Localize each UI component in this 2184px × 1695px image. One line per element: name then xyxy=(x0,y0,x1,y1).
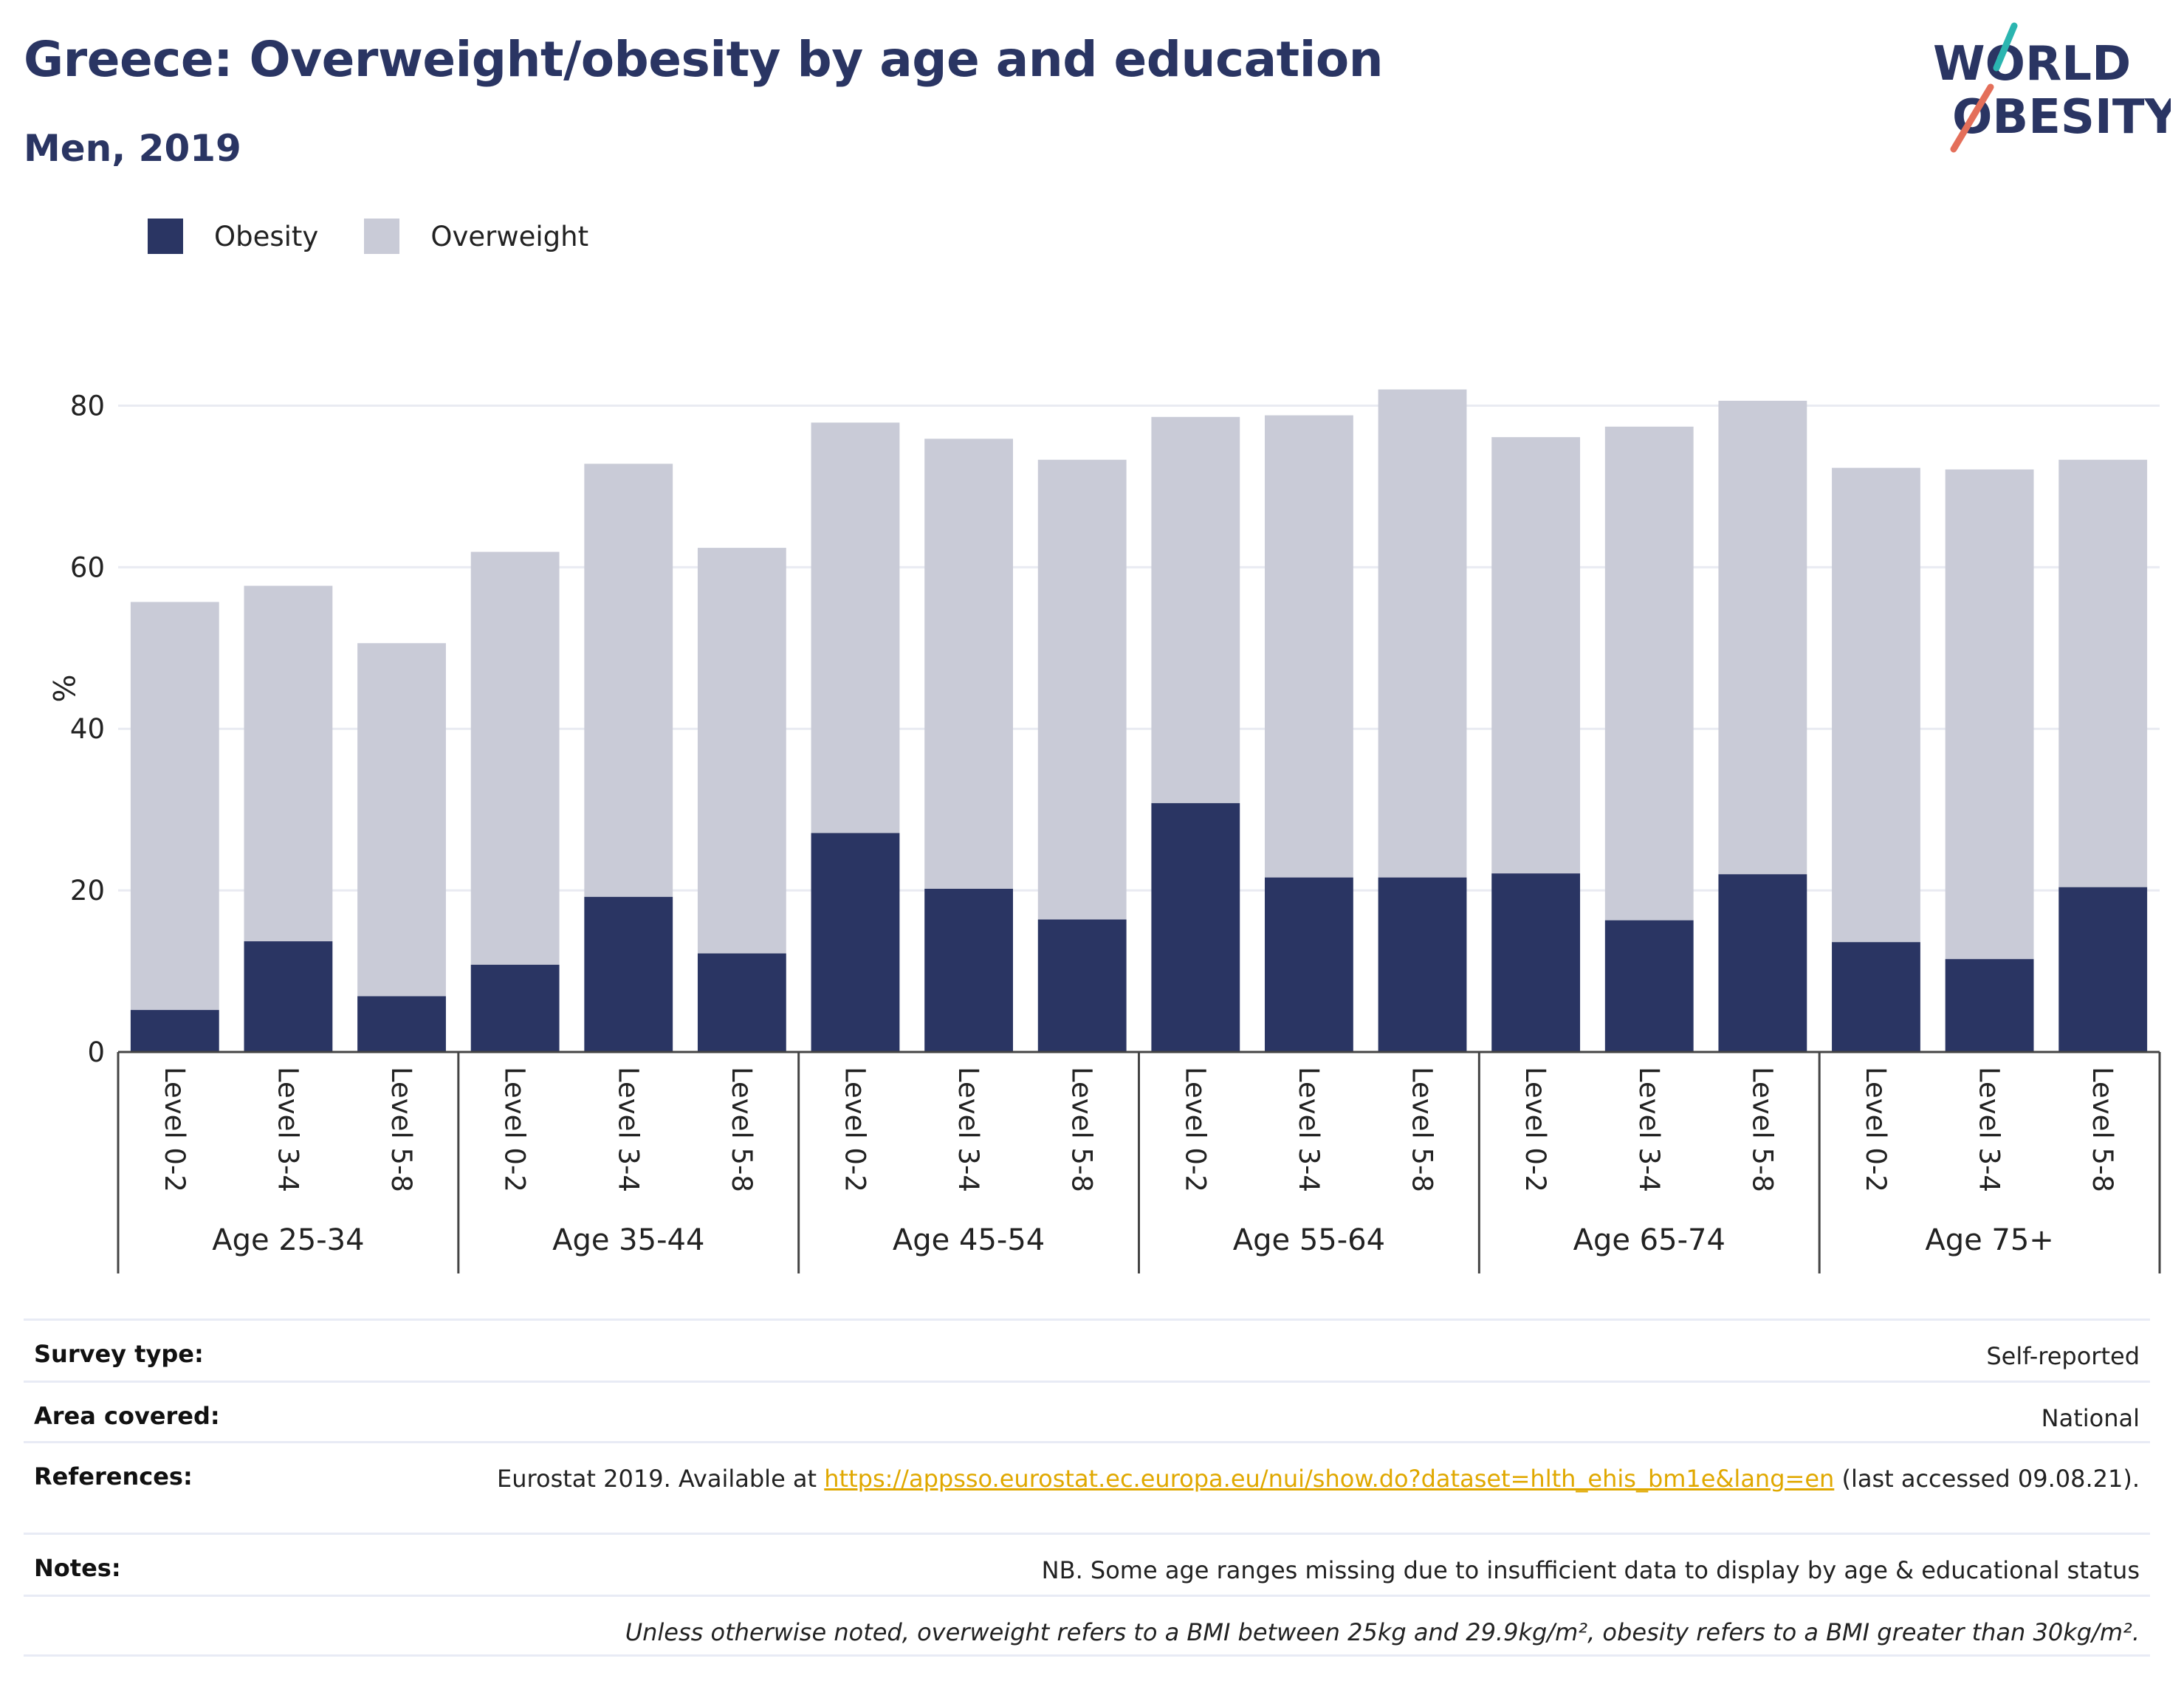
references-label: References: xyxy=(34,1462,193,1491)
bar-overweight xyxy=(470,551,560,965)
bar-obesity xyxy=(244,941,333,1052)
bar-obesity xyxy=(1037,919,1127,1052)
x-tick-label: Level 3-4 xyxy=(272,1067,303,1192)
y-tick-label: 40 xyxy=(70,713,105,745)
bar-overweight xyxy=(1037,459,1127,920)
bar-obesity xyxy=(1945,959,2034,1052)
y-tick-label: 20 xyxy=(70,875,105,907)
meta-row-notes: Notes: NB. Some age ranges missing due t… xyxy=(24,1533,2150,1595)
references-text: Eurostat 2019. Available at xyxy=(497,1465,825,1493)
survey-type-label: Survey type: xyxy=(34,1340,204,1368)
footnote: Unless otherwise noted, overweight refer… xyxy=(625,1618,2140,1646)
y-tick-label: 80 xyxy=(70,390,105,422)
legend: Obesity Overweight xyxy=(148,219,634,254)
x-tick-label: Level 5-8 xyxy=(1066,1067,1098,1192)
meta-row-area: Area covered: National xyxy=(24,1381,2150,1441)
x-tick-label: Level 5-8 xyxy=(1746,1067,1778,1192)
x-tick-label: Level 5-8 xyxy=(726,1067,758,1192)
bar-overweight xyxy=(1945,469,2034,960)
bar-overweight xyxy=(357,643,446,997)
area-label: Area covered: xyxy=(34,1402,220,1430)
bar-obesity xyxy=(1718,874,1807,1052)
world-obesity-logo: WORLD OBESITY xyxy=(1933,22,2171,153)
notes-label: Notes: xyxy=(34,1554,121,1582)
x-tick-label: Level 5-8 xyxy=(2087,1067,2118,1192)
bar-overweight xyxy=(1604,426,1694,921)
x-tick-label: Level 3-4 xyxy=(1293,1067,1325,1192)
bar-obesity xyxy=(1491,873,1581,1052)
area-value: National xyxy=(2041,1404,2140,1432)
bar-obesity xyxy=(2058,887,2148,1052)
bar-obesity xyxy=(584,896,673,1052)
legend-swatch-obesity xyxy=(148,219,183,254)
x-tick-label: Level 0-2 xyxy=(159,1067,190,1192)
legend-label-overweight: Overweight xyxy=(430,220,589,252)
x-tick-label: Level 0-2 xyxy=(1519,1067,1551,1192)
x-tick-label: Level 3-4 xyxy=(1974,1067,2005,1192)
survey-type-value: Self-reported xyxy=(1986,1342,2140,1370)
legend-swatch-overweight xyxy=(364,219,400,254)
bar-obesity xyxy=(357,996,446,1052)
x-tick-label: Level 0-2 xyxy=(499,1067,531,1192)
bar-overweight xyxy=(1491,437,1581,874)
bar-overweight xyxy=(1151,416,1240,803)
bar-obesity xyxy=(1604,920,1694,1052)
stacked-bar-chart: 0 20 40 60 80% Level 0-2 Level 3-4 Level 5-8 Lev… xyxy=(46,389,2161,1273)
meta-row-survey-type: Survey type: Self-reported xyxy=(24,1318,2150,1381)
group-label: Age 35-44 xyxy=(552,1223,704,1257)
bar-overweight xyxy=(2058,459,2148,887)
bar-overweight xyxy=(924,439,1013,889)
group-label: Age 75+ xyxy=(1925,1223,2054,1257)
group-label: Age 55-64 xyxy=(1233,1223,1385,1257)
bar-overweight xyxy=(1378,389,1467,878)
y-axis-label: % xyxy=(46,674,80,702)
references-link[interactable]: https://appsso.eurostat.ec.europa.eu/nui… xyxy=(824,1465,1835,1493)
x-tick-label: Level 5-8 xyxy=(385,1067,417,1192)
bar-obesity xyxy=(697,953,786,1052)
bar-obesity xyxy=(470,964,560,1052)
meta-row-references: References: Eurostat 2019. Available at … xyxy=(24,1441,2150,1533)
bar-obesity xyxy=(924,888,1013,1052)
bar-obesity xyxy=(130,1010,219,1052)
chart-subtitle: Men, 2019 xyxy=(24,127,241,170)
bar-obesity xyxy=(811,833,900,1052)
meta-row-footnote: Unless otherwise noted, overweight refer… xyxy=(24,1595,2150,1657)
references-accessed: (last accessed 09.08.21). xyxy=(1834,1465,2140,1493)
bar-obesity xyxy=(1832,942,1920,1052)
x-tick-label: Level 3-4 xyxy=(952,1067,984,1192)
bar-overweight xyxy=(244,585,333,942)
references-value: Eurostat 2019. Available at https://apps… xyxy=(497,1462,2140,1495)
y-tick-label: 60 xyxy=(70,551,105,583)
legend-item-obesity[interactable]: Obesity xyxy=(148,219,318,254)
x-tick-label: Level 3-4 xyxy=(612,1067,644,1192)
group-label: Age 65-74 xyxy=(1573,1223,1725,1257)
group-label: Age 45-54 xyxy=(893,1223,1045,1257)
bar-overweight xyxy=(1265,415,1353,878)
bar-overweight xyxy=(1832,467,1920,943)
group-label: Age 25-34 xyxy=(212,1223,364,1257)
bar-overweight xyxy=(697,548,786,954)
legend-label-obesity: Obesity xyxy=(214,220,319,252)
bar-overweight xyxy=(1718,400,1807,875)
chart-title: Greece: Overweight/obesity by age and ed… xyxy=(24,31,1384,88)
x-tick-label: Level 0-2 xyxy=(839,1067,870,1192)
metadata-table: Survey type: Self-reported Area covered:… xyxy=(24,1318,2150,1657)
bar-overweight xyxy=(811,422,900,833)
legend-item-overweight[interactable]: Overweight xyxy=(364,219,588,254)
y-tick-label: 0 xyxy=(87,1036,105,1068)
bar-overweight xyxy=(130,602,219,1011)
bar-obesity xyxy=(1378,877,1467,1052)
x-tick-label: Level 0-2 xyxy=(1860,1067,1892,1192)
x-tick-label: Level 5-8 xyxy=(1407,1067,1438,1192)
bar-obesity xyxy=(1151,802,1240,1052)
bar-obesity xyxy=(1265,877,1353,1052)
x-tick-label: Level 3-4 xyxy=(1633,1067,1665,1192)
x-tick-label: Level 0-2 xyxy=(1179,1067,1211,1192)
logo-line1: WORLD xyxy=(1933,37,2131,92)
notes-value: NB. Some age ranges missing due to insuf… xyxy=(1041,1556,2140,1584)
bar-overweight xyxy=(584,464,673,897)
logo-line2: OBESITY xyxy=(1952,90,2171,145)
